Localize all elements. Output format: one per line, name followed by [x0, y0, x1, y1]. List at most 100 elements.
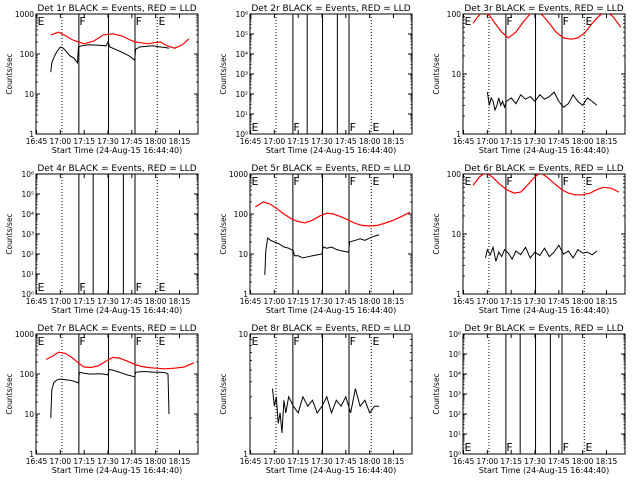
y-tick-label: 10⁶ — [235, 10, 248, 19]
event-marker-label: E — [464, 175, 471, 188]
panel-title: Det 3r BLACK = Events, RED = LLD — [464, 4, 623, 14]
event-marker-label: F — [79, 335, 85, 348]
x-tick-label: 18:15 — [169, 297, 191, 306]
y-tick-label: 1 — [456, 130, 461, 139]
event-marker-label: F — [506, 15, 512, 28]
x-axis-label: Start Time (24-Aug-15 16:44:40) — [479, 146, 610, 155]
y-tick-label: 10⁰ — [235, 130, 248, 139]
plot-frame — [35, 173, 199, 295]
event-marker-label: E — [586, 441, 593, 454]
event-marker-label: F — [506, 175, 512, 188]
x-tick-label: 18:15 — [383, 457, 405, 466]
event-marker-label: E — [37, 335, 44, 348]
event-marker-label: E — [251, 175, 258, 188]
y-axis-label: Counts/sec — [219, 213, 228, 254]
x-tick-label: 18:15 — [596, 297, 618, 306]
y-tick-label: 100 — [234, 210, 249, 219]
panel-title: Det 2r BLACK = Events, RED = LLD — [251, 4, 410, 14]
plot-frame — [35, 333, 199, 455]
event-marker-label: F — [293, 121, 299, 134]
event-marker-label: E — [159, 281, 166, 294]
x-tick-label: 17:15 — [287, 457, 309, 466]
x-tick-label: 17:00 — [477, 297, 499, 306]
x-tick-label: 16:45 — [453, 137, 475, 146]
y-tick-label: 10⁰ — [21, 290, 34, 299]
y-tick-label: 10⁴ — [235, 50, 248, 59]
y-axis-label: Counts/sec — [5, 53, 14, 94]
y-tick-label: 10⁵ — [448, 350, 461, 359]
panel-title: Det 4r BLACK = Events, RED = LLD — [37, 164, 196, 174]
x-tick-label: 18:15 — [596, 137, 618, 146]
y-tick-label: 10 — [451, 230, 461, 239]
x-axis-label: Start Time (24-Aug-15 16:44:40) — [479, 306, 610, 315]
plot-frame — [462, 333, 626, 455]
y-tick-label: 10⁰ — [448, 450, 461, 459]
x-tick-label: 16:45 — [26, 137, 48, 146]
x-tick-label: 17:30 — [311, 137, 333, 146]
events-series-line — [486, 91, 598, 112]
x-tick-label: 17:15 — [287, 297, 309, 306]
y-tick-label: 10 — [24, 410, 34, 419]
x-tick-label: 17:30 — [311, 457, 333, 466]
x-tick-label: 17:30 — [97, 137, 119, 146]
x-tick-label: 17:00 — [264, 137, 286, 146]
y-axis-label: Counts/sec — [219, 53, 228, 94]
panel-title: Det 1r BLACK = Events, RED = LLD — [37, 4, 196, 14]
x-tick-label: 17:45 — [121, 457, 143, 466]
x-tick-label: 16:45 — [26, 297, 48, 306]
x-tick-label: 17:45 — [548, 457, 570, 466]
panel-title: Det 8r BLACK = Events, RED = LLD — [251, 324, 410, 334]
x-tick-label: 18:00 — [572, 297, 594, 306]
y-tick-label: 10 — [24, 90, 34, 99]
event-marker-label: F — [136, 335, 142, 348]
x-tick-label: 18:00 — [145, 297, 167, 306]
x-tick-label: 17:45 — [121, 137, 143, 146]
y-tick-label: 10³ — [235, 70, 248, 79]
y-tick-label: 10 — [451, 70, 461, 79]
y-tick-label: 100 — [447, 170, 462, 179]
x-axis-label: Start Time (24-Aug-15 16:44:40) — [52, 146, 183, 155]
event-marker-label: E — [159, 335, 166, 348]
x-tick-label: 16:45 — [453, 457, 475, 466]
event-marker-label: F — [563, 441, 569, 454]
x-tick-label: 16:45 — [240, 297, 262, 306]
event-marker-label: E — [464, 15, 471, 28]
event-marker-label: E — [159, 15, 166, 28]
y-tick-label: 10¹ — [235, 110, 248, 119]
x-axis-label: Start Time (24-Aug-15 16:44:40) — [266, 146, 397, 155]
x-tick-label: 18:00 — [145, 457, 167, 466]
event-marker-label: E — [373, 335, 380, 348]
y-tick-label: 100 — [20, 50, 35, 59]
x-tick-label: 17:15 — [73, 457, 95, 466]
y-tick-label: 10¹ — [21, 270, 34, 279]
y-tick-label: 10¹ — [448, 430, 461, 439]
x-tick-label: 17:00 — [477, 457, 499, 466]
event-marker-label: F — [136, 281, 142, 294]
x-tick-label: 17:00 — [264, 457, 286, 466]
x-tick-label: 18:00 — [359, 297, 381, 306]
plot-frame — [462, 13, 626, 135]
x-tick-label: 17:30 — [97, 457, 119, 466]
x-tick-label: 17:15 — [73, 137, 95, 146]
x-tick-label: 16:45 — [240, 137, 262, 146]
event-marker-label: E — [464, 441, 471, 454]
y-tick-label: 10 — [238, 250, 248, 259]
y-tick-label: 10² — [448, 410, 461, 419]
x-tick-label: 17:30 — [311, 297, 333, 306]
x-tick-label: 17:45 — [335, 297, 357, 306]
y-tick-label: 10 — [238, 330, 248, 339]
plot-frame — [35, 13, 199, 135]
y-tick-label: 100 — [447, 10, 462, 19]
event-marker-label: E — [373, 121, 380, 134]
y-axis-label: Counts/sec — [432, 213, 441, 254]
x-axis-label: Start Time (24-Aug-15 16:44:40) — [52, 466, 183, 475]
x-tick-label: 17:00 — [50, 137, 72, 146]
y-tick-label: 1 — [243, 290, 248, 299]
event-marker-label: F — [563, 15, 569, 28]
y-tick-label: 10⁴ — [21, 210, 34, 219]
